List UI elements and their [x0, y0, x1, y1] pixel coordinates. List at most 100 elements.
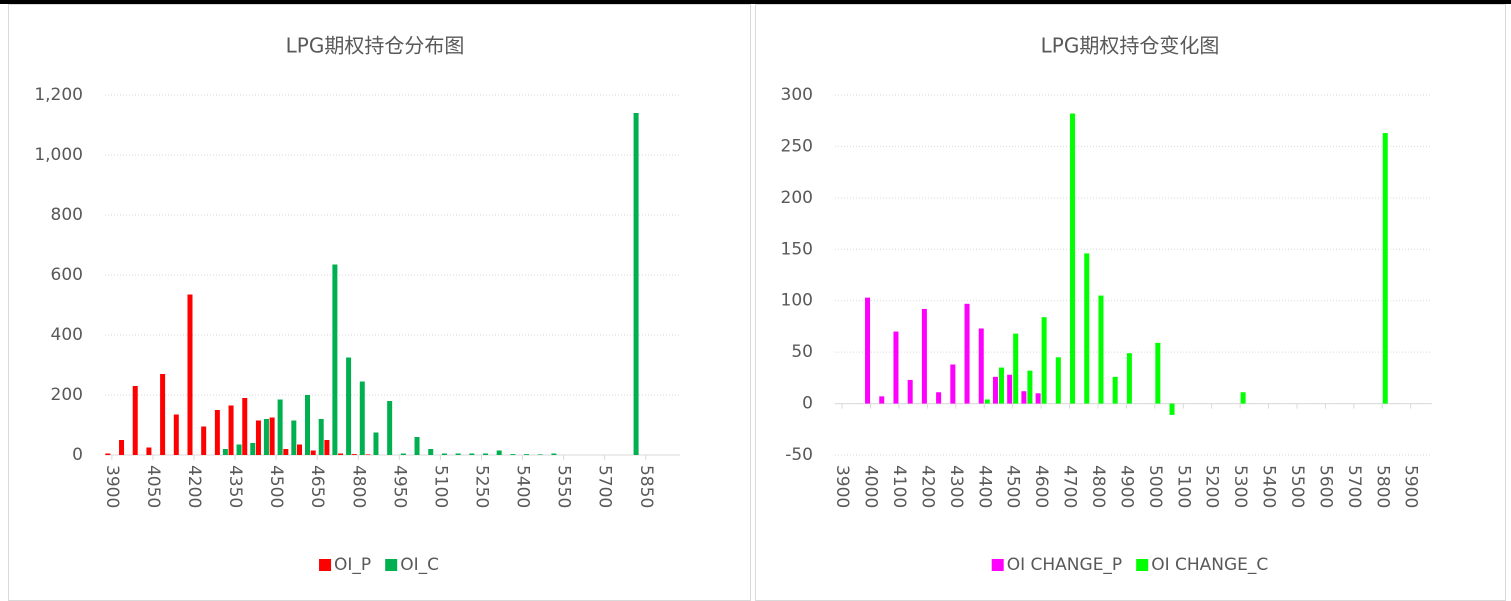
bar	[414, 437, 420, 455]
x-tick-label: 5900	[1401, 465, 1421, 508]
bar	[907, 379, 913, 404]
bar	[365, 454, 371, 455]
y-tick-label: 0	[802, 394, 813, 414]
bar	[305, 395, 311, 455]
bar	[984, 399, 990, 404]
bar	[524, 454, 530, 455]
bar	[228, 405, 234, 455]
x-tick-label: 4300	[946, 465, 966, 508]
bar	[455, 453, 461, 455]
x-tick-label: 4050	[143, 465, 163, 508]
x-tick-label: 4000	[861, 465, 881, 508]
right-panel	[755, 4, 1506, 601]
bar	[865, 297, 871, 404]
bar	[222, 449, 228, 455]
bar	[879, 396, 885, 404]
y-tick-label: 1,200	[34, 85, 83, 105]
x-tick-label: 3900	[102, 465, 122, 508]
x-tick-label: 4200	[917, 465, 937, 508]
bar	[255, 420, 261, 455]
bar	[496, 450, 502, 455]
bar	[119, 440, 125, 455]
bar	[105, 453, 111, 455]
bar	[1021, 391, 1027, 404]
bar	[351, 454, 357, 455]
bar	[214, 410, 220, 455]
bar	[1126, 353, 1132, 404]
bar	[400, 453, 406, 455]
bar	[1169, 403, 1175, 415]
x-tick-label: 5300	[1230, 465, 1250, 508]
x-tick-label: 5700	[1344, 465, 1364, 508]
x-tick-label: 4600	[1031, 465, 1051, 508]
bar	[964, 303, 970, 404]
legend-label: OI_C	[400, 555, 439, 575]
y-tick-label: 0	[72, 445, 83, 465]
bar	[1155, 342, 1161, 404]
x-tick-label: 4900	[1116, 465, 1136, 508]
x-tick-label: 3900	[832, 465, 852, 508]
bar	[992, 376, 998, 404]
bar	[1112, 376, 1118, 404]
bar	[998, 367, 1004, 404]
bar	[428, 449, 434, 455]
x-tick-label: 5700	[595, 465, 615, 508]
bar	[441, 453, 447, 455]
bar	[510, 454, 516, 455]
y-tick-label: 200	[781, 188, 813, 208]
chart-title: LPG期权持仓变化图	[1041, 34, 1220, 58]
bar	[1041, 317, 1047, 404]
bar	[291, 420, 297, 455]
bar	[1007, 374, 1013, 404]
bar	[978, 328, 984, 404]
bar	[310, 450, 316, 455]
bar	[469, 453, 475, 455]
x-tick-label: 4700	[1060, 465, 1080, 508]
bar	[921, 308, 927, 404]
bar	[187, 294, 193, 455]
bar	[387, 401, 393, 455]
x-tick-label: 5100	[1173, 465, 1193, 508]
x-tick-label: 4200	[184, 465, 204, 508]
legend-label: OI CHANGE_C	[1151, 555, 1268, 575]
bar	[1382, 133, 1388, 404]
x-tick-label: 4650	[307, 465, 327, 508]
bar	[269, 417, 275, 455]
bar	[359, 381, 365, 455]
bar	[346, 357, 352, 455]
x-tick-label: 5850	[636, 465, 656, 508]
bar	[1240, 392, 1246, 404]
legend-swatch	[991, 559, 1004, 571]
x-tick-label: 4350	[225, 465, 245, 508]
x-tick-label: 5500	[1287, 465, 1307, 508]
y-tick-label: 600	[51, 265, 83, 285]
bar	[633, 113, 639, 455]
bar	[1098, 295, 1104, 404]
legend-swatch	[385, 559, 398, 571]
bar	[893, 331, 899, 404]
bar	[551, 453, 557, 455]
bar	[277, 399, 283, 455]
x-tick-label: 5550	[554, 465, 574, 508]
y-tick-label: 100	[781, 291, 813, 311]
bar	[297, 444, 303, 455]
top-border	[0, 0, 1511, 4]
bar	[132, 386, 138, 455]
bar	[338, 453, 344, 455]
y-tick-label: 400	[51, 325, 83, 345]
x-tick-label: 4500	[1003, 465, 1023, 508]
x-tick-label: 4800	[1088, 465, 1108, 508]
bar	[1055, 357, 1061, 404]
y-tick-label: 800	[51, 205, 83, 225]
bar	[250, 443, 256, 455]
legend-swatch	[1136, 559, 1149, 571]
x-tick-label: 4500	[266, 465, 286, 508]
bar	[537, 454, 543, 455]
x-tick-label: 5000	[1145, 465, 1165, 508]
bar	[1035, 393, 1041, 404]
x-tick-label: 4950	[389, 465, 409, 508]
bar	[242, 398, 248, 455]
left-panel	[8, 4, 751, 601]
bar	[950, 364, 956, 404]
